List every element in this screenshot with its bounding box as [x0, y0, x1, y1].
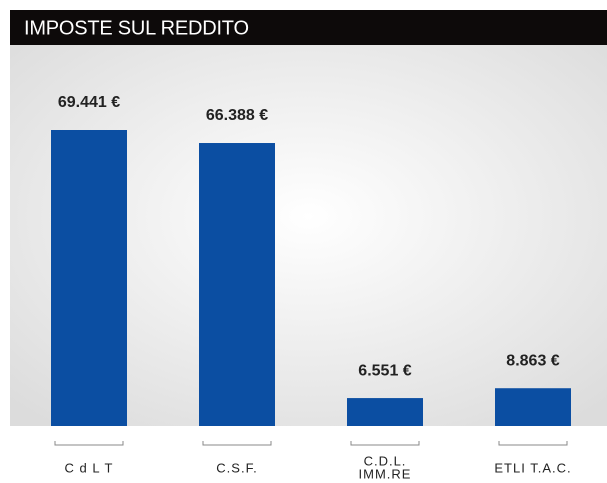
- value-label: 66.388 €: [206, 107, 268, 124]
- value-label: 8.863 €: [506, 352, 559, 369]
- title-bar: [10, 10, 607, 45]
- category-bracket: [202, 441, 272, 446]
- x-tick-label: ETLI T.A.C.: [494, 460, 571, 475]
- value-label: 6.551 €: [358, 362, 411, 379]
- category-bracket: [498, 441, 568, 446]
- x-tick-label: C d L T: [65, 460, 114, 475]
- x-tick-label: C.S.F.: [216, 460, 257, 475]
- x-tick-label: C.D.L. IMM.RE: [359, 454, 412, 482]
- chart-title: IMPOSTE SUL REDDITO: [24, 17, 249, 39]
- bar: [51, 130, 127, 426]
- category-bracket: [350, 441, 420, 446]
- bar: [495, 388, 571, 426]
- bar: [199, 143, 275, 427]
- category-bracket: [54, 441, 124, 446]
- bar: [347, 398, 423, 426]
- value-label: 69.441 €: [58, 94, 120, 111]
